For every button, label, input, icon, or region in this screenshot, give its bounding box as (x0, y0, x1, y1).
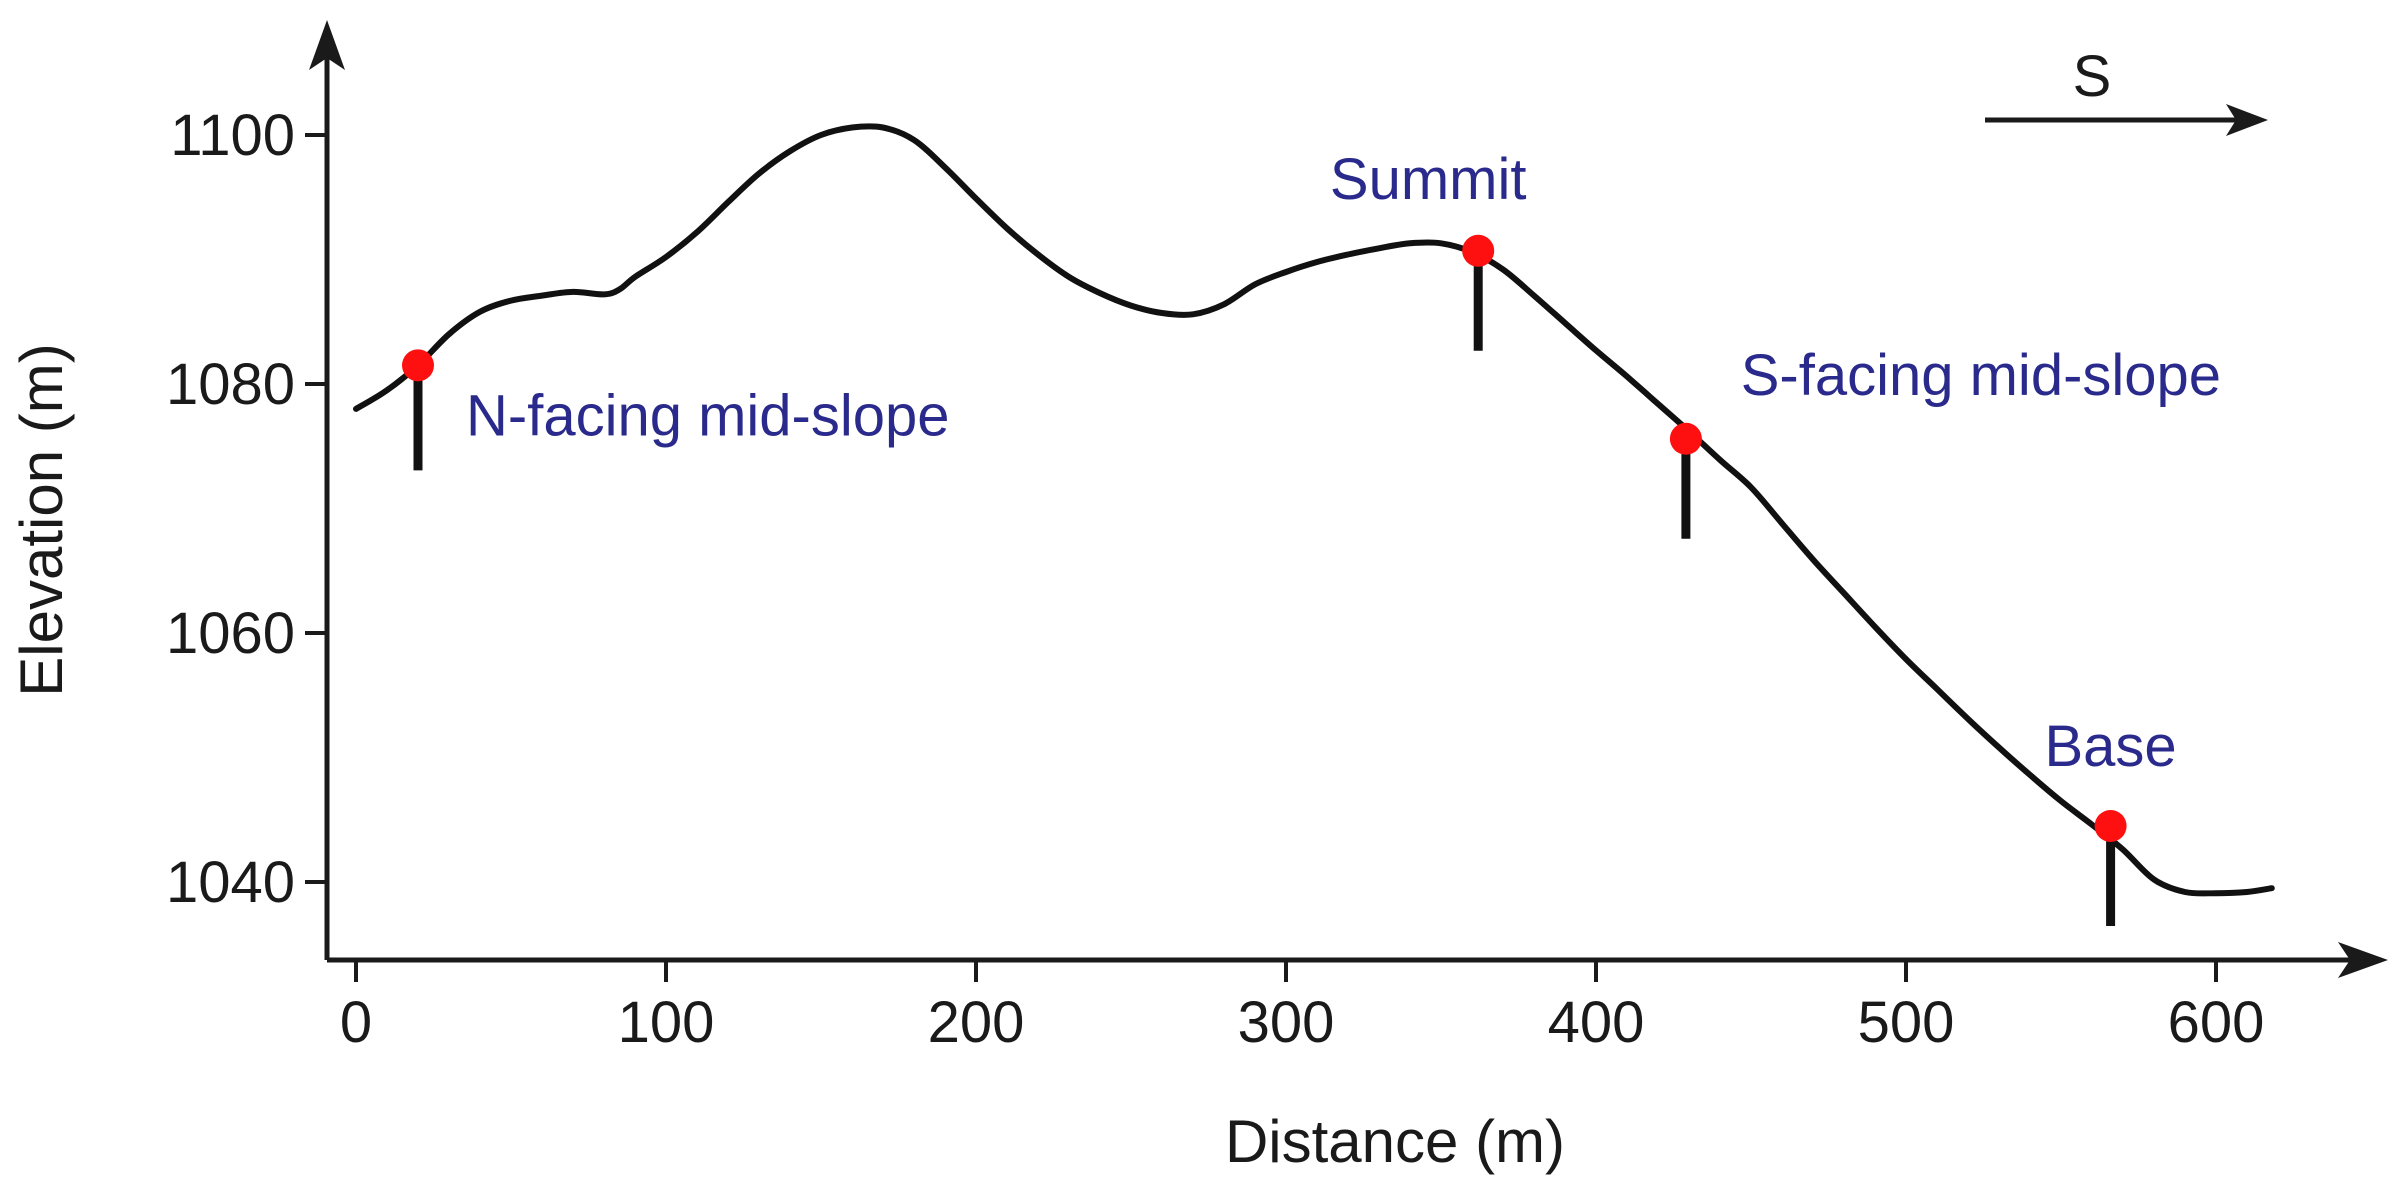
y-ticks: 1040 1060 1080 1100 (166, 103, 327, 915)
site-marker-n-facing-mid-slope (402, 349, 434, 382)
y-tick-label: 1080 (166, 352, 295, 417)
elevation-profile-line (353, 123, 2275, 897)
x-axis-title: Distance (m) (1225, 1108, 1565, 1175)
site-label-base: Base (2044, 714, 2176, 779)
site-label-summit: Summit (1330, 147, 1527, 212)
direction-arrow-icon (2226, 104, 2268, 136)
y-tick-label: 1100 (170, 103, 295, 168)
sampling-sites: N-facing mid-slope Summit S-facing mid-slo… (402, 147, 2221, 926)
direction-indicator: S (1985, 44, 2268, 136)
y-tick-label: 1060 (166, 601, 295, 666)
x-axis-arrow-icon (2338, 942, 2388, 978)
x-ticks: 0 100 200 300 400 500 600 (340, 960, 2265, 1055)
x-tick-label: 200 (928, 990, 1025, 1055)
x-tick-label: 500 (1858, 990, 1955, 1055)
y-axis-title: Elevation (m) (8, 343, 75, 696)
y-axis-arrow-icon (309, 20, 345, 70)
site-marker-base (2094, 809, 2127, 842)
site-marker-summit (1462, 234, 1495, 267)
y-tick-label: 1040 (166, 850, 295, 915)
site-label-n-facing-mid-slope: N-facing mid-slope (466, 383, 950, 448)
x-tick-label: 600 (2168, 990, 2265, 1055)
site-label-s-facing-mid-slope: S-facing mid-slope (1741, 343, 2221, 408)
x-tick-label: 0 (340, 990, 372, 1055)
direction-label: S (2073, 44, 2112, 109)
x-tick-label: 400 (1548, 990, 1645, 1055)
x-tick-label: 100 (618, 990, 715, 1055)
x-tick-label: 300 (1238, 990, 1335, 1055)
site-marker-s-facing-mid-slope (1669, 422, 1702, 455)
